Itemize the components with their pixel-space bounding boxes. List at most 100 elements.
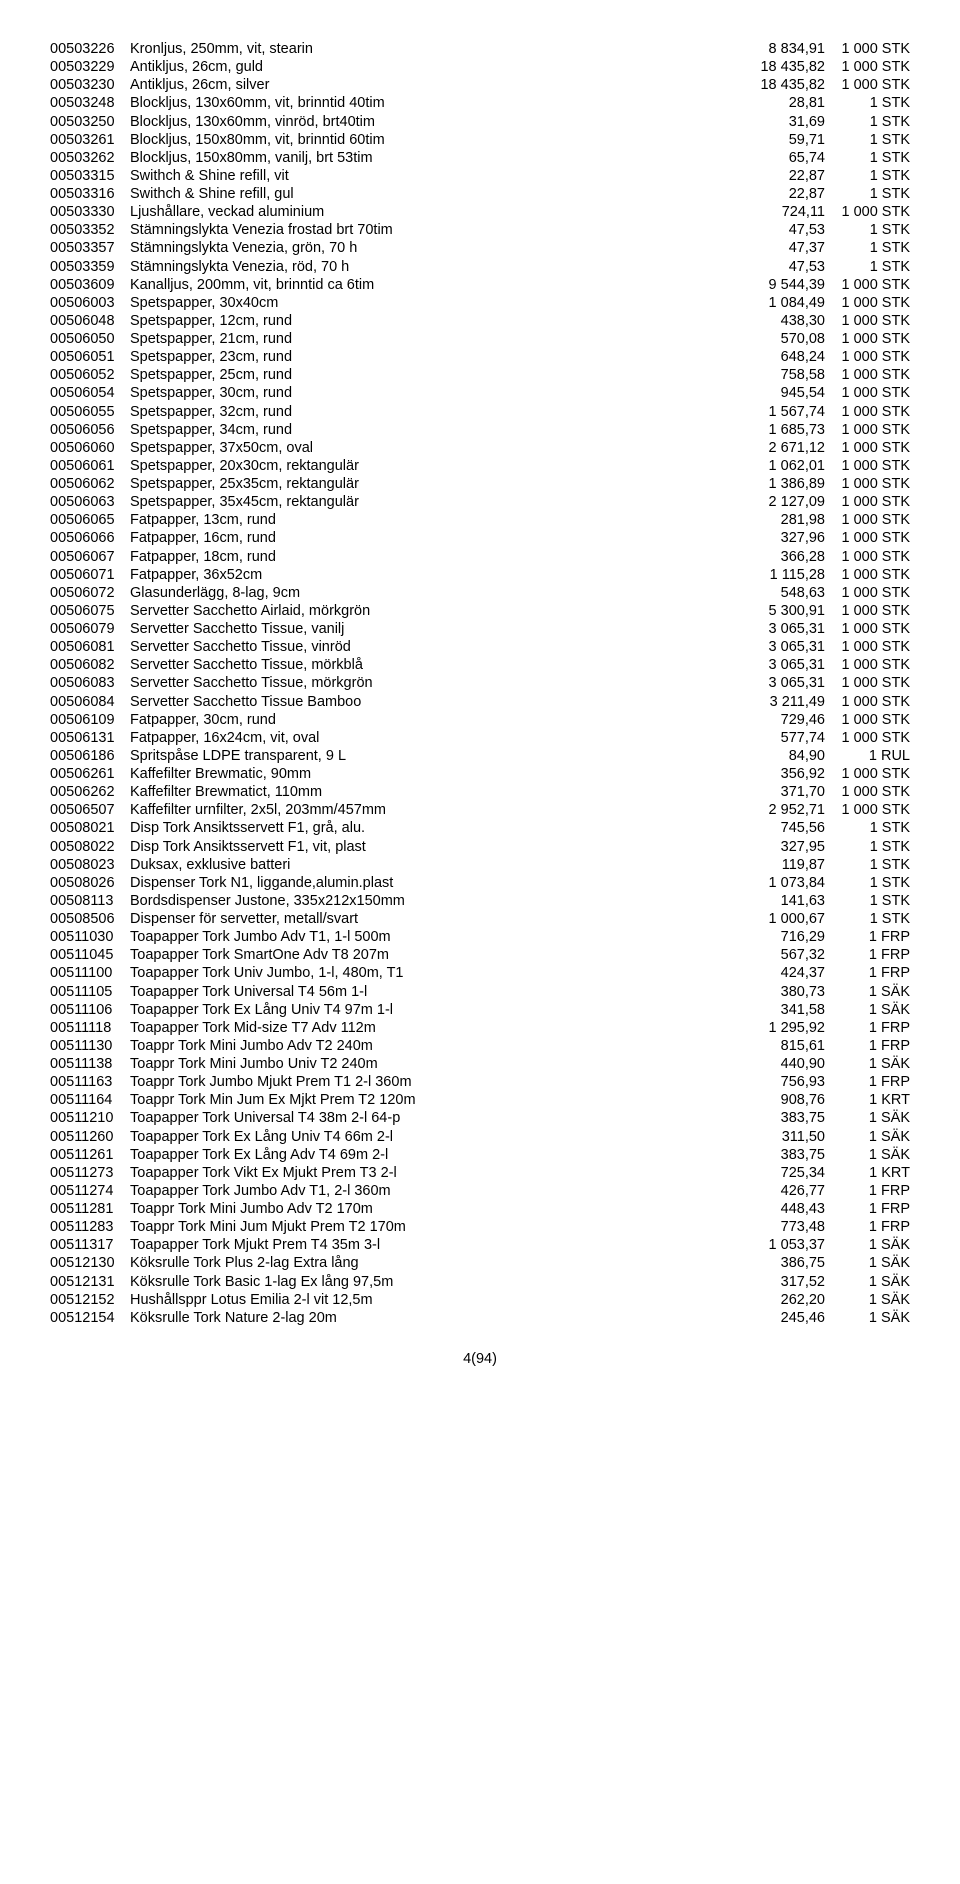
page-footer: 4(94) bbox=[50, 1351, 910, 1367]
product-description: Fatpapper, 30cm, rund bbox=[130, 711, 745, 729]
product-price: 424,37 bbox=[745, 964, 825, 982]
table-row: 00503230Antikljus, 26cm, silver18 435,82… bbox=[50, 76, 910, 94]
product-price: 2 127,09 bbox=[745, 493, 825, 511]
product-unit: 1 000 STK bbox=[825, 548, 910, 566]
product-code: 00512154 bbox=[50, 1309, 130, 1327]
product-price: 8 834,91 bbox=[745, 40, 825, 58]
product-unit: 1 SÄK bbox=[825, 1291, 910, 1309]
product-code: 00503250 bbox=[50, 113, 130, 131]
product-code: 00506507 bbox=[50, 801, 130, 819]
product-description: Spetspapper, 23cm, rund bbox=[130, 348, 745, 366]
product-price: 9 544,39 bbox=[745, 276, 825, 294]
product-description: Ljushållare, veckad aluminium bbox=[130, 203, 745, 221]
price-list-table: 00503226Kronljus, 250mm, vit, stearin8 8… bbox=[50, 40, 910, 1327]
product-unit: 1 000 STK bbox=[825, 475, 910, 493]
product-description: Blockljus, 150x80mm, vit, brinntid 60tim bbox=[130, 131, 745, 149]
product-description: Toapapper Tork Ex Lång Univ T4 97m 1-l bbox=[130, 1001, 745, 1019]
product-unit: 1 000 STK bbox=[825, 656, 910, 674]
product-description: Bordsdispenser Justone, 335x212x150mm bbox=[130, 892, 745, 910]
product-description: Dispenser Tork N1, liggande,alumin.plast bbox=[130, 874, 745, 892]
product-code: 00508022 bbox=[50, 838, 130, 856]
product-code: 00511163 bbox=[50, 1073, 130, 1091]
product-unit: 1 STK bbox=[825, 856, 910, 874]
product-code: 00511281 bbox=[50, 1200, 130, 1218]
product-unit: 1 000 STK bbox=[825, 711, 910, 729]
product-description: Fatpapper, 18cm, rund bbox=[130, 548, 745, 566]
table-row: 00508022Disp Tork Ansiktsservett F1, vit… bbox=[50, 838, 910, 856]
table-row: 00506072Glasunderlägg, 8-lag, 9cm548,631… bbox=[50, 584, 910, 602]
product-price: 317,52 bbox=[745, 1273, 825, 1291]
product-price: 31,69 bbox=[745, 113, 825, 131]
product-price: 18 435,82 bbox=[745, 58, 825, 76]
product-description: Spetspapper, 21cm, rund bbox=[130, 330, 745, 348]
product-code: 00506062 bbox=[50, 475, 130, 493]
product-description: Disp Tork Ansiktsservett F1, vit, plast bbox=[130, 838, 745, 856]
product-price: 281,98 bbox=[745, 511, 825, 529]
table-row: 00511045Toapapper Tork SmartOne Adv T8 2… bbox=[50, 946, 910, 964]
table-row: 00506052Spetspapper, 25cm, rund758,581 0… bbox=[50, 366, 910, 384]
product-description: Spetspapper, 30x40cm bbox=[130, 294, 745, 312]
product-description: Servetter Sacchetto Airlaid, mörkgrön bbox=[130, 602, 745, 620]
product-description: Servetter Sacchetto Tissue Bamboo bbox=[130, 693, 745, 711]
product-code: 00506050 bbox=[50, 330, 130, 348]
product-price: 18 435,82 bbox=[745, 76, 825, 94]
product-description: Toapapper Tork Universal T4 56m 1-l bbox=[130, 983, 745, 1001]
product-description: Spetspapper, 12cm, rund bbox=[130, 312, 745, 330]
product-price: 1 685,73 bbox=[745, 421, 825, 439]
table-row: 00511106Toapapper Tork Ex Lång Univ T4 9… bbox=[50, 1001, 910, 1019]
product-description: Toappr Tork Min Jum Ex Mjkt Prem T2 120m bbox=[130, 1091, 745, 1109]
table-row: 00506261Kaffefilter Brewmatic, 90mm356,9… bbox=[50, 765, 910, 783]
product-code: 00506054 bbox=[50, 384, 130, 402]
product-unit: 1 000 STK bbox=[825, 294, 910, 312]
table-row: 00506262Kaffefilter Brewmatict, 110mm371… bbox=[50, 783, 910, 801]
product-unit: 1 000 STK bbox=[825, 620, 910, 638]
product-price: 311,50 bbox=[745, 1128, 825, 1146]
table-row: 00506056Spetspapper, 34cm, rund1 685,731… bbox=[50, 421, 910, 439]
product-price: 380,73 bbox=[745, 983, 825, 1001]
product-unit: 1 STK bbox=[825, 94, 910, 112]
product-code: 00503352 bbox=[50, 221, 130, 239]
product-description: Hushållsppr Lotus Emilia 2-l vit 12,5m bbox=[130, 1291, 745, 1309]
product-price: 724,11 bbox=[745, 203, 825, 221]
product-unit: 1 STK bbox=[825, 221, 910, 239]
product-code: 00506081 bbox=[50, 638, 130, 656]
table-row: 00503229Antikljus, 26cm, guld18 435,821 … bbox=[50, 58, 910, 76]
product-unit: 1 STK bbox=[825, 892, 910, 910]
product-unit: 1 000 STK bbox=[825, 439, 910, 457]
product-code: 00503261 bbox=[50, 131, 130, 149]
table-row: 00511100Toapapper Tork Univ Jumbo, 1-l, … bbox=[50, 964, 910, 982]
product-unit: 1 000 STK bbox=[825, 765, 910, 783]
product-price: 47,37 bbox=[745, 239, 825, 257]
product-price: 383,75 bbox=[745, 1109, 825, 1127]
product-unit: 1 STK bbox=[825, 149, 910, 167]
product-code: 00511030 bbox=[50, 928, 130, 946]
product-description: Spetspapper, 34cm, rund bbox=[130, 421, 745, 439]
product-code: 00511118 bbox=[50, 1019, 130, 1037]
product-price: 548,63 bbox=[745, 584, 825, 602]
product-price: 2 671,12 bbox=[745, 439, 825, 457]
product-unit: 1 STK bbox=[825, 838, 910, 856]
product-price: 119,87 bbox=[745, 856, 825, 874]
product-code: 00503330 bbox=[50, 203, 130, 221]
product-price: 716,29 bbox=[745, 928, 825, 946]
product-description: Stämningslykta Venezia, grön, 70 h bbox=[130, 239, 745, 257]
table-row: 00506071Fatpapper, 36x52cm1 115,281 000 … bbox=[50, 566, 910, 584]
table-row: 00506063Spetspapper, 35x45cm, rektangulä… bbox=[50, 493, 910, 511]
product-price: 22,87 bbox=[745, 185, 825, 203]
product-code: 00506048 bbox=[50, 312, 130, 330]
product-description: Spetspapper, 30cm, rund bbox=[130, 384, 745, 402]
product-price: 438,30 bbox=[745, 312, 825, 330]
product-unit: 1 000 STK bbox=[825, 511, 910, 529]
product-description: Spetspapper, 35x45cm, rektangulär bbox=[130, 493, 745, 511]
product-price: 1 000,67 bbox=[745, 910, 825, 928]
product-price: 1 073,84 bbox=[745, 874, 825, 892]
product-price: 3 065,31 bbox=[745, 656, 825, 674]
table-row: 00503261Blockljus, 150x80mm, vit, brinnt… bbox=[50, 131, 910, 149]
product-unit: 1 000 STK bbox=[825, 366, 910, 384]
product-code: 00506056 bbox=[50, 421, 130, 439]
product-description: Köksrulle Tork Nature 2-lag 20m bbox=[130, 1309, 745, 1327]
table-row: 00506083Servetter Sacchetto Tissue, mörk… bbox=[50, 674, 910, 692]
product-unit: 1 000 STK bbox=[825, 801, 910, 819]
product-description: Fatpapper, 16cm, rund bbox=[130, 529, 745, 547]
product-unit: 1 FRP bbox=[825, 1019, 910, 1037]
